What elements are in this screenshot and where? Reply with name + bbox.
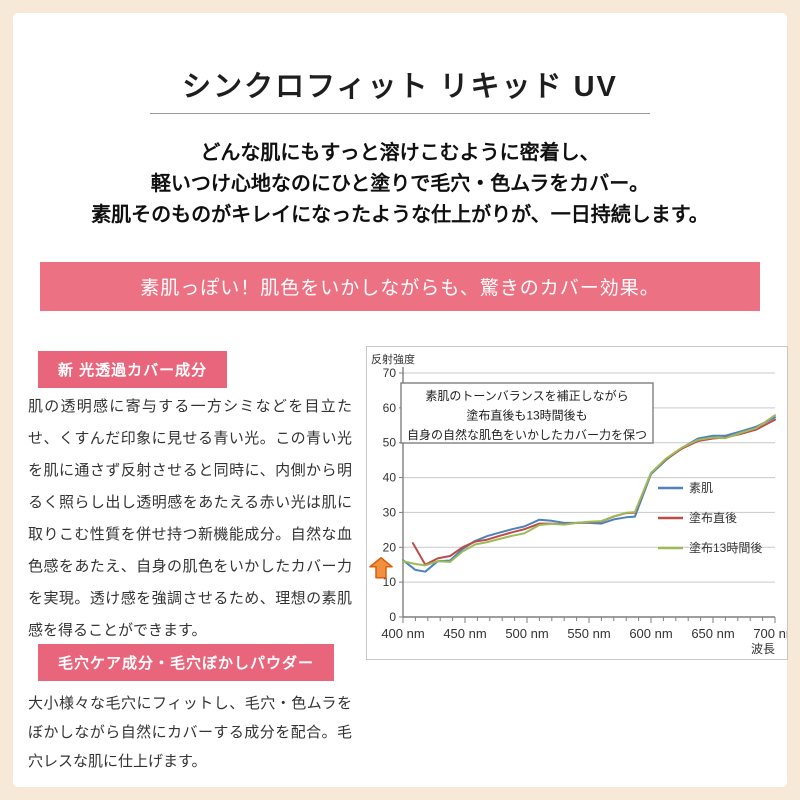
x-axis-tick-label: 600 nm — [629, 626, 672, 641]
chart-annotation-line: 塗布直後も13時間後も — [466, 408, 587, 423]
orange-up-arrow-icon — [369, 556, 393, 579]
chart-annotation-line: 素肌のトーンバランスを補正しながら — [425, 388, 628, 403]
chart-annotation-line: 自身の自然な肌色をいかしたカバー力を保つ — [407, 427, 647, 442]
legend-label: 素肌 — [689, 481, 713, 495]
section-badge-light-cover: 新 光透過カバー成分 — [38, 351, 228, 388]
legend-label: 塗布13時間後 — [689, 540, 762, 555]
section-badge-pore-care: 毛穴ケア成分・毛穴ぼかしパウダー — [38, 644, 335, 681]
legend-label: 塗布直後 — [689, 510, 737, 525]
intro-line-1: どんな肌にもすっと溶けこむように密着し、 — [200, 142, 600, 164]
page-title: シンクロフィット リキッド UV — [182, 71, 618, 104]
title-divider — [150, 113, 650, 114]
highlight-banner: 素肌っぽい！肌色をいかしながらも、驚きのカバー効果。 — [40, 262, 760, 311]
x-axis-tick-label: 550 nm — [567, 626, 610, 641]
x-axis-tick-label: 700 nm — [753, 626, 787, 641]
intro-copy: どんな肌にもすっと溶けこむように密着し、 軽いつけ心地なのにひと塗りで毛穴・色ム… — [0, 138, 800, 231]
y-axis-tick-label: 0 — [389, 610, 396, 624]
y-axis-tick-label: 50 — [383, 436, 397, 450]
x-axis-title: 波長 — [751, 642, 775, 656]
y-axis-tick-label: 60 — [383, 401, 397, 415]
y-axis-tick-label: 70 — [383, 366, 397, 380]
y-axis-title: 反射強度 — [371, 352, 415, 366]
spectral-reflectance-chart: 0 10 20 30 40 50 60 70 400 nm 450 nm 500 nm 550 nm 6… — [366, 346, 797, 660]
section-body-light-cover: 肌の透明感に寄与する一方シミなどを目立たせ、くすんだ印象に見せる青い光。この青い… — [28, 398, 352, 639]
x-axis-tick-label: 400 nm — [381, 626, 424, 641]
y-axis-tick-label: 40 — [383, 471, 397, 485]
y-axis-tick-label: 20 — [383, 540, 397, 554]
y-axis-tick-label: 10 — [383, 575, 397, 589]
section-body-pore-care: 大小様々な毛穴にフィットし、毛穴・色ムラをぼかしながら自然にカバーする成分を配合… — [28, 695, 352, 770]
chart-canvas: 0 10 20 30 40 50 60 70 400 nm 450 nm 500 nm 550 nm 6… — [369, 352, 797, 656]
chart-series-line — [402, 414, 776, 567]
y-axis-tick-label: 30 — [383, 505, 397, 519]
x-axis-tick-label: 450 nm — [443, 626, 486, 641]
intro-line-2: 軽いつけ心地なのにひと塗りで毛穴・色ムラをカバー。 — [150, 173, 650, 195]
intro-line-3: 素肌そのものがキレイになったような仕上がりが、一日持続します。 — [91, 204, 709, 226]
x-axis-tick-label: 500 nm — [505, 626, 548, 641]
chart-annotation-box — [400, 382, 654, 444]
x-axis-tick-label: 650 nm — [691, 626, 734, 641]
